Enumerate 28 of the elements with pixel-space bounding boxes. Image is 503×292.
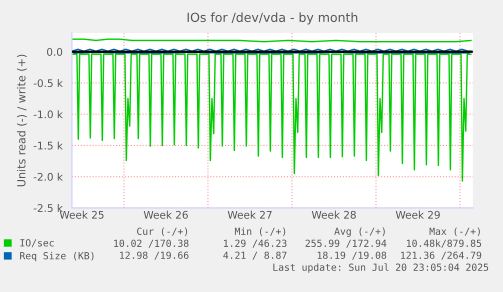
chart-title: IOs for /dev/vda - by month	[188, 12, 358, 24]
text: 10.48k/879.85	[406, 239, 482, 248]
y-tick-label: -0.5 k	[34, 79, 63, 88]
text: 1.29 /46.23	[224, 240, 286, 248]
y-tick-label: -1.5 k	[34, 141, 63, 150]
text: Cur (-/+)	[137, 227, 188, 236]
text: Min (-/+)	[234, 227, 286, 236]
text: 121.36 /264.79	[401, 252, 482, 260]
text: Last update: Sun Jul 20 23:05:04 2025	[273, 263, 488, 273]
y-tick-label: -1.0 k	[34, 110, 63, 118]
x-tick-label: Week 25	[60, 210, 104, 219]
y-tick-label: -2.5 k	[34, 204, 63, 212]
legend-label: Req Size (KB)	[20, 252, 94, 262]
text: Max (-/+)	[430, 227, 480, 236]
text: 18.19 /19.08	[318, 252, 386, 260]
legend-label: IO/sec	[20, 239, 54, 248]
x-tick-label: Week 26	[144, 210, 188, 219]
text: 12.98 /19.66	[120, 252, 188, 260]
x-tick-label: Week 29	[396, 210, 440, 219]
x-tick-label: Week 28	[312, 210, 356, 219]
text: 255.99 /172.94	[306, 240, 386, 248]
y-tick-label: -2.0 k	[34, 172, 63, 181]
text: 10.02 /170.38	[114, 240, 189, 248]
text: 4.21 / 8.87	[223, 252, 286, 260]
x-tick-label: Week 27	[228, 210, 272, 219]
y-tick-label: 0.0	[47, 48, 62, 56]
text: Avg (-/+)	[334, 227, 385, 237]
y-axis-title: Units read (-) / write (+)	[16, 54, 27, 186]
